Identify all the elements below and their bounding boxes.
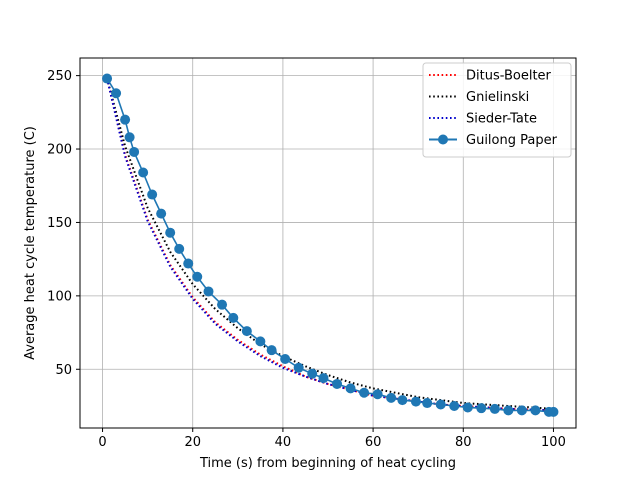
data-point-guilong-paper [516,405,527,416]
x-tick-label: 40 [275,435,292,450]
y-tick-label: 150 [47,216,72,231]
y-tick-label: 250 [47,69,72,84]
x-axis-label: Time (s) from beginning of heat cycling [199,456,456,471]
legend-label: Gnielinski [466,90,529,105]
data-point-guilong-paper [228,312,239,323]
data-point-guilong-paper [203,286,214,297]
legend-marker [438,134,448,145]
y-tick-label: 100 [47,289,72,304]
series-line-guilong-paper [106,78,554,413]
data-point-guilong-paper [449,400,460,411]
axes-frame [79,57,577,429]
data-point-guilong-paper [548,406,559,417]
data-point-guilong-paper [332,378,343,389]
data-point-guilong-paper [280,353,291,364]
legend-label: Guilong Paper [466,133,558,148]
data-point-guilong-paper [476,403,487,414]
data-point-guilong-paper [307,368,318,379]
data-point-guilong-paper [183,258,194,269]
data-point-guilong-paper [397,395,408,406]
legend-label: Ditus-Boelter [466,69,552,84]
data-point-guilong-paper [147,189,158,200]
x-tick-label: 0 [98,435,106,450]
y-tick-label: 200 [47,143,72,158]
x-tick-label: 80 [455,435,472,450]
data-point-guilong-paper [217,299,228,310]
data-point-guilong-paper [422,398,433,409]
legend-box [422,62,572,158]
ticks: 0 20 40 60 80 100 50 100 150 200 250 [47,69,566,450]
data-point-guilong-paper [435,399,446,410]
x-tick-label: 20 [184,435,201,450]
data-point-guilong-paper [372,389,383,400]
data-point-guilong-paper [530,405,541,416]
data-point-guilong-paper [266,345,277,356]
series-line-gnielinski [106,78,554,410]
data-point-guilong-paper [120,114,131,125]
data-point-guilong-paper [124,132,135,143]
data-point-guilong-paper [165,227,176,238]
legend: Ditus-Boelter Gnielinski Sieder-Tate Guilon… [422,62,572,158]
data-point-guilong-paper [410,396,421,407]
data-point-guilong-paper [102,73,113,84]
data-point-guilong-paper [489,403,500,414]
data-point-guilong-paper [174,243,185,254]
data-point-guilong-paper [293,362,304,373]
data-point-guilong-paper [503,405,514,416]
data-point-guilong-paper [129,146,140,157]
data-point-guilong-paper [111,88,122,99]
y-axis-label: Average heat cycle temperature (C) [23,126,38,360]
data-point-guilong-paper [462,402,473,413]
data-point-guilong-paper [345,383,356,394]
data-point-guilong-paper [359,387,370,398]
legend-label: Sieder-Tate [466,112,537,127]
data-point-guilong-paper [255,336,266,347]
data-point-guilong-paper [192,271,203,282]
plot-series [102,73,559,417]
data-point-guilong-paper [156,208,167,219]
y-tick-label: 50 [55,363,72,378]
data-point-guilong-paper [241,326,252,337]
data-point-guilong-paper [386,392,397,403]
data-point-guilong-paper [138,167,149,178]
x-tick-label: 100 [541,435,566,450]
data-point-guilong-paper [318,373,329,384]
x-tick-label: 60 [365,435,382,450]
